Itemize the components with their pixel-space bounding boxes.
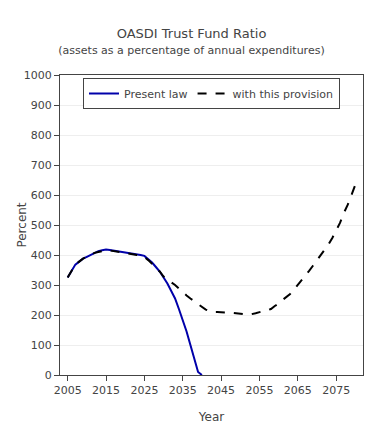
svg-text:700: 700 xyxy=(31,159,52,172)
svg-text:2045: 2045 xyxy=(207,384,235,397)
svg-text:900: 900 xyxy=(31,99,52,112)
svg-text:Percent: Percent xyxy=(15,202,29,247)
svg-text:2025: 2025 xyxy=(130,384,158,397)
svg-text:with this provision: with this provision xyxy=(233,88,333,101)
svg-text:Year: Year xyxy=(198,410,224,424)
svg-text:400: 400 xyxy=(31,249,52,262)
svg-text:600: 600 xyxy=(31,189,52,202)
svg-text:OASDI Trust Fund Ratio(assets: OASDI Trust Fund Ratio(assets as a perce… xyxy=(58,26,324,58)
svg-text:300: 300 xyxy=(31,279,52,292)
svg-text:2035: 2035 xyxy=(169,384,197,397)
svg-text:2055: 2055 xyxy=(245,384,273,397)
svg-text:2075: 2075 xyxy=(322,384,350,397)
svg-text:2065: 2065 xyxy=(284,384,312,397)
svg-text:800: 800 xyxy=(31,129,52,142)
svg-text:2015: 2015 xyxy=(92,384,120,397)
svg-text:Present law: Present law xyxy=(124,88,188,101)
svg-text:100: 100 xyxy=(31,339,52,352)
svg-text:500: 500 xyxy=(31,219,52,232)
svg-text:200: 200 xyxy=(31,309,52,322)
svg-text:2005: 2005 xyxy=(54,384,82,397)
svg-text:1000: 1000 xyxy=(24,69,52,82)
svg-text:0: 0 xyxy=(45,369,52,382)
